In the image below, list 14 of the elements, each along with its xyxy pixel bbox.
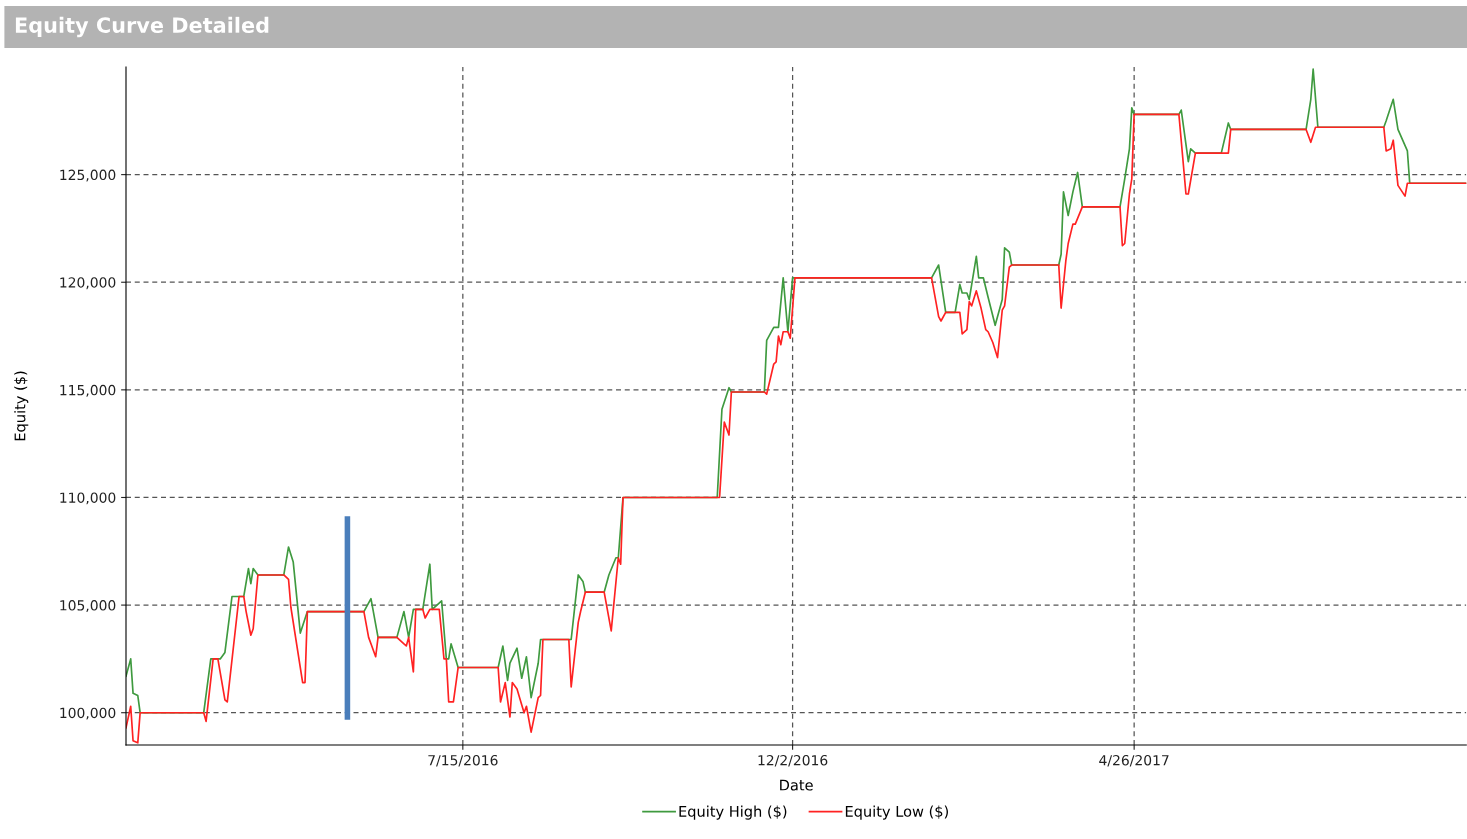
legend-label: Equity Low ($) — [845, 805, 948, 820]
y-tick-label: 105,000 — [60, 600, 116, 612]
y-tick-label: 125,000 — [60, 169, 116, 182]
legend-label: Equity High ($) — [679, 805, 787, 820]
chart-title: Equity Curve Detailed — [15, 16, 269, 38]
y-tick-label: 100,000 — [60, 707, 116, 720]
y-tick-label: 120,000 — [60, 277, 116, 290]
y-tick-label: 110,000 — [60, 492, 116, 505]
x-axis-title: Date — [780, 779, 813, 791]
y-tick-label: 115,000 — [60, 384, 116, 397]
x-tick-label: 7/15/2016 — [428, 754, 498, 767]
x-tick-label: 12/2/2016 — [758, 754, 828, 767]
x-tick-label: 4/26/2017 — [1099, 754, 1169, 767]
y-axis-title: Equity ($) — [14, 371, 29, 441]
